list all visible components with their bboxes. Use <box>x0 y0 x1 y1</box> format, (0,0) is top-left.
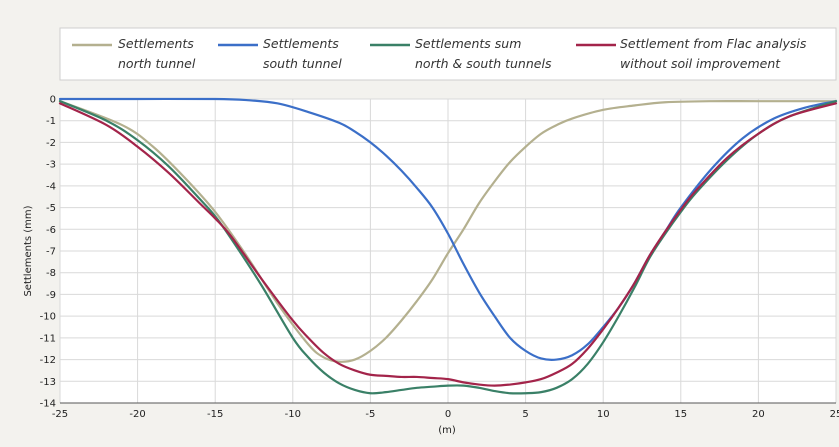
north-tunnel-line <box>58 99 838 363</box>
y-tick-label: -3 <box>46 160 56 171</box>
series-lines <box>58 97 838 395</box>
x-axis-label: (m) <box>438 425 456 436</box>
legend-label: Settlements sum <box>415 36 521 51</box>
x-tick-label: 5 <box>522 409 528 420</box>
sum-tunnels-line <box>58 100 838 395</box>
x-tick-label: 15 <box>674 409 687 420</box>
legend-label: Settlements <box>263 36 339 51</box>
x-tick-label: 0 <box>445 409 451 420</box>
legend: Settlements north tunnel Settlements south … <box>59 27 837 81</box>
x-tick-label: 25 <box>830 409 839 420</box>
legend-label: Settlements <box>118 36 194 51</box>
y-axis-label: Settlements (mm) <box>23 205 34 296</box>
y-tick-label: -9 <box>46 290 56 301</box>
y-tick-label: -1 <box>46 116 56 127</box>
legend-box <box>59 27 837 81</box>
y-tick-label: -12 <box>40 355 56 366</box>
legend-label: without soil improvement <box>620 56 781 71</box>
x-tick-label: -20 <box>129 409 145 420</box>
flac-analysis-line <box>58 102 838 387</box>
x-tick-label: -10 <box>285 409 301 420</box>
y-tick-label: -4 <box>46 181 56 192</box>
y-tick-label: -2 <box>46 138 56 149</box>
y-tick-label: -6 <box>46 225 56 236</box>
legend-label: south tunnel <box>263 56 342 71</box>
y-tick-label: -13 <box>40 377 56 388</box>
y-tick-label: -7 <box>46 247 56 258</box>
y-tick-label: -8 <box>46 268 56 279</box>
x-tick-labels: -25 -20 -15 -10 -5 0 5 10 15 20 25 <box>52 409 839 420</box>
y-tick-label: -14 <box>40 399 56 410</box>
legend-label: Settlement from Flac analysis <box>620 36 807 51</box>
grid-lines <box>59 98 837 404</box>
y-tick-label: 0 <box>50 95 56 106</box>
x-tick-label: -25 <box>52 409 68 420</box>
y-tick-label: -10 <box>40 312 56 323</box>
y-tick-labels: 0 -1 -2 -3 -4 -5 -6 -7 -8 -9 -10 -11 -12 -13 -14 <box>40 95 56 410</box>
x-tick-label: 20 <box>752 409 765 420</box>
y-tick-label: -5 <box>46 203 56 214</box>
y-tick-label: -11 <box>40 333 56 344</box>
x-tick-label: -15 <box>207 409 223 420</box>
legend-label: north & south tunnels <box>415 56 552 71</box>
x-tick-label: -5 <box>365 409 375 420</box>
x-tick-label: 10 <box>597 409 610 420</box>
legend-label: north tunnel <box>118 56 196 71</box>
